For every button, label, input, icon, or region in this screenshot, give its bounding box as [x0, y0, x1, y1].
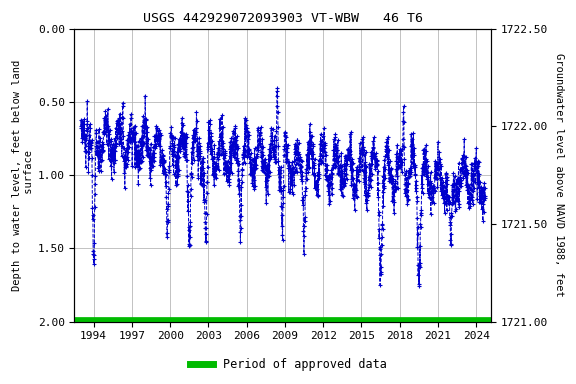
Legend: Period of approved data: Period of approved data [185, 354, 391, 376]
Title: USGS 442929072093903 VT-WBW   46 T6: USGS 442929072093903 VT-WBW 46 T6 [143, 12, 423, 25]
Y-axis label: Depth to water level, feet below land
 surface: Depth to water level, feet below land su… [12, 60, 33, 291]
Y-axis label: Groundwater level above NAVD 1988, feet: Groundwater level above NAVD 1988, feet [554, 53, 564, 297]
